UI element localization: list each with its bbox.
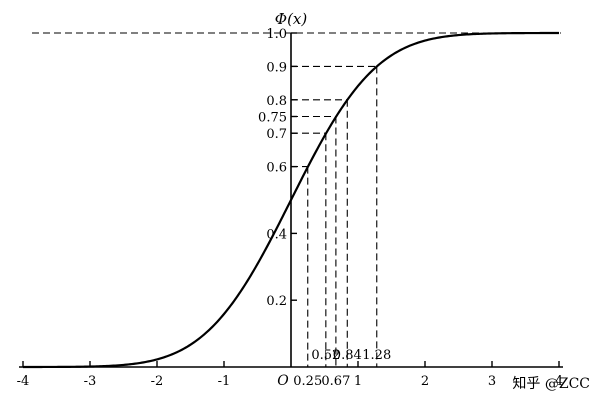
axis-ticks: -4 -3 -2 -1 1 2 3 40.20.40.60.70.750.80.91.00.2… <box>17 27 563 389</box>
y-tick-label: 1.0 <box>266 27 287 42</box>
origin-label: O <box>277 373 289 389</box>
y-axis-title: Φ(x) <box>275 10 308 28</box>
watermark: 知乎 @ZCC <box>512 375 590 392</box>
y-tick-label: 0.7 <box>266 127 287 142</box>
y-tick-label: 0.6 <box>266 161 287 176</box>
reference-x-label-0.67: 0.67 <box>321 374 350 389</box>
cdf-curve-line <box>23 31 559 369</box>
x-tick-label: 2 <box>421 374 429 389</box>
dashed-guides <box>32 32 561 367</box>
x-tick-label: 1 <box>354 374 362 389</box>
reference-x-label-1.28: 1.28 <box>362 348 391 363</box>
y-tick-label: 0.9 <box>266 60 287 75</box>
x-tick-label: -1 <box>218 374 231 389</box>
x-tick-label: -2 <box>151 374 164 389</box>
y-tick-label: 0.75 <box>258 111 287 126</box>
reference-x-label-0.25: 0.25 <box>293 374 322 389</box>
x-tick-label: 4 <box>555 374 563 389</box>
reference-x-label-0.52: 0.52 <box>311 348 340 363</box>
reference-x-label-0.84: 0.84 <box>333 348 362 363</box>
x-tick-label: -3 <box>84 374 97 389</box>
y-tick-label: 0.2 <box>266 294 287 309</box>
x-tick-label: -4 <box>17 374 30 389</box>
x-tick-label: 3 <box>488 374 496 389</box>
y-tick-label: 0.8 <box>266 94 287 109</box>
